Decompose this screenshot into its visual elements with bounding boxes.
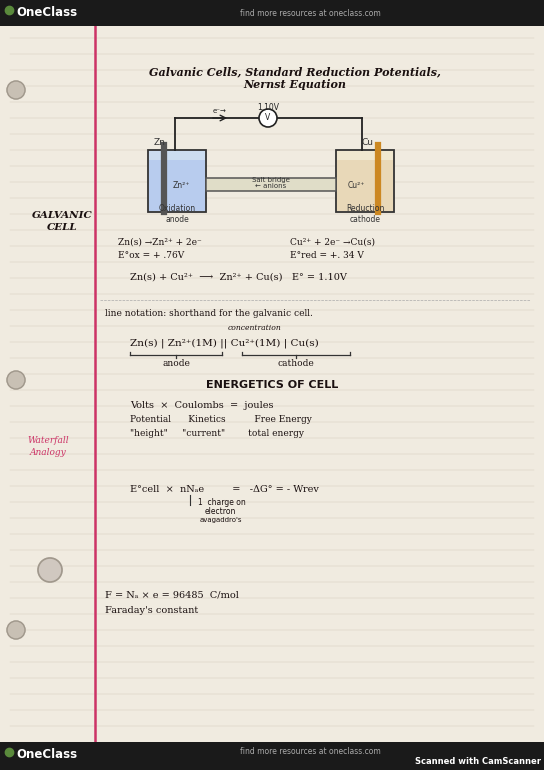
- Text: Galvanic Cells, Standard Reduction Potentials,: Galvanic Cells, Standard Reduction Poten…: [149, 66, 441, 78]
- FancyBboxPatch shape: [148, 150, 206, 212]
- Text: GALVANIC: GALVANIC: [32, 210, 92, 219]
- Text: E°red = +. 34 V: E°red = +. 34 V: [290, 251, 364, 260]
- Text: Zn²⁺: Zn²⁺: [172, 181, 190, 190]
- Text: Cu: Cu: [362, 138, 374, 147]
- Text: avagaddro's: avagaddro's: [200, 517, 243, 523]
- Text: Potential      Kinetics          Free Energy: Potential Kinetics Free Energy: [130, 415, 312, 424]
- Text: 1.10V: 1.10V: [257, 103, 279, 112]
- Text: ENERGETICS OF CELL: ENERGETICS OF CELL: [206, 380, 338, 390]
- Text: find more resources at oneclass.com: find more resources at oneclass.com: [239, 746, 380, 755]
- Circle shape: [7, 621, 25, 639]
- Text: anode: anode: [162, 359, 190, 368]
- Text: find more resources at oneclass.com: find more resources at oneclass.com: [239, 8, 380, 18]
- Text: Zn(s) | Zn²⁺(1M) || Cu²⁺(1M) | Cu(s): Zn(s) | Zn²⁺(1M) || Cu²⁺(1M) | Cu(s): [130, 339, 319, 349]
- Text: E°cell  ×  nNₐe         =   -ΔG° = - Wrev: E°cell × nNₐe = -ΔG° = - Wrev: [130, 485, 319, 494]
- Text: e⁻→: e⁻→: [213, 108, 227, 114]
- Text: E°ox = + .76V: E°ox = + .76V: [118, 251, 184, 260]
- Text: electron: electron: [205, 507, 237, 516]
- Text: Cu²⁺: Cu²⁺: [347, 181, 364, 190]
- Circle shape: [7, 371, 25, 389]
- Text: Reduction
cathode: Reduction cathode: [346, 204, 384, 224]
- Text: OneClass: OneClass: [16, 6, 77, 19]
- Circle shape: [38, 558, 62, 582]
- Text: Scanned with CamScanner: Scanned with CamScanner: [415, 756, 541, 765]
- Text: Faraday's constant: Faraday's constant: [105, 606, 198, 615]
- FancyBboxPatch shape: [0, 742, 544, 770]
- FancyBboxPatch shape: [206, 178, 336, 191]
- FancyBboxPatch shape: [0, 0, 544, 26]
- Text: OneClass: OneClass: [16, 748, 77, 762]
- Text: Zn(s) →Zn²⁺ + 2e⁻: Zn(s) →Zn²⁺ + 2e⁻: [118, 238, 202, 247]
- Text: Volts  ×  Coulombs  =  joules: Volts × Coulombs = joules: [130, 401, 274, 410]
- Text: Cu²⁺ + 2e⁻ →Cu(s): Cu²⁺ + 2e⁻ →Cu(s): [290, 238, 375, 247]
- Text: Salt bridge: Salt bridge: [252, 177, 290, 183]
- Text: F = Nₐ × e = 96485  C/mol: F = Nₐ × e = 96485 C/mol: [105, 591, 239, 600]
- Text: Waterfall
Analogy: Waterfall Analogy: [27, 436, 69, 457]
- Circle shape: [259, 109, 277, 127]
- Text: ← anions: ← anions: [255, 183, 287, 189]
- Circle shape: [7, 81, 25, 99]
- FancyBboxPatch shape: [336, 150, 394, 212]
- Text: Nernst Equation: Nernst Equation: [244, 79, 347, 91]
- Text: "height"     "current"        total energy: "height" "current" total energy: [130, 429, 304, 438]
- Text: cathode: cathode: [277, 359, 314, 368]
- Text: 1  charge on: 1 charge on: [198, 498, 246, 507]
- Text: Oxidation
anode: Oxidation anode: [158, 204, 195, 224]
- Text: Zn(s) + Cu²⁺  ⟶  Zn²⁺ + Cu(s)   E° = 1.10V: Zn(s) + Cu²⁺ ⟶ Zn²⁺ + Cu(s) E° = 1.10V: [130, 273, 347, 282]
- Text: V: V: [265, 113, 270, 122]
- Text: Zn: Zn: [154, 138, 166, 147]
- Text: line notation: shorthand for the galvanic cell.: line notation: shorthand for the galvani…: [105, 309, 313, 318]
- Text: concentration: concentration: [228, 324, 282, 332]
- Text: CELL: CELL: [47, 223, 77, 233]
- FancyBboxPatch shape: [337, 160, 393, 211]
- FancyBboxPatch shape: [149, 160, 205, 211]
